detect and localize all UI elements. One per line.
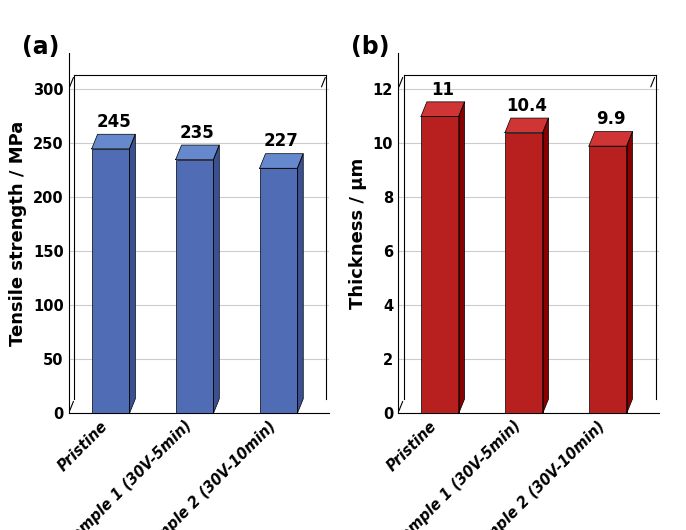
Text: (b): (b) <box>351 35 390 59</box>
Text: 227: 227 <box>264 132 299 151</box>
Polygon shape <box>92 134 135 149</box>
Bar <box>589 146 626 413</box>
Y-axis label: Thickness / μm: Thickness / μm <box>349 157 367 309</box>
Polygon shape <box>505 118 549 132</box>
Polygon shape <box>626 131 632 413</box>
Polygon shape <box>213 145 220 413</box>
Polygon shape <box>589 131 632 146</box>
Y-axis label: Tensile strength / MPa: Tensile strength / MPa <box>10 121 27 346</box>
Polygon shape <box>259 154 303 168</box>
Bar <box>176 160 213 413</box>
Polygon shape <box>421 102 464 117</box>
Polygon shape <box>297 154 303 413</box>
Text: 245: 245 <box>96 113 131 131</box>
Bar <box>421 117 459 413</box>
Text: 9.9: 9.9 <box>596 110 626 128</box>
Polygon shape <box>459 102 464 413</box>
Polygon shape <box>543 118 549 413</box>
Bar <box>259 168 297 413</box>
Text: 10.4: 10.4 <box>506 97 547 115</box>
Text: 235: 235 <box>180 124 215 142</box>
Text: 11: 11 <box>431 81 454 99</box>
Polygon shape <box>130 134 135 413</box>
Bar <box>505 132 543 413</box>
Polygon shape <box>176 145 220 160</box>
Bar <box>92 149 130 413</box>
Text: (a): (a) <box>22 35 59 59</box>
